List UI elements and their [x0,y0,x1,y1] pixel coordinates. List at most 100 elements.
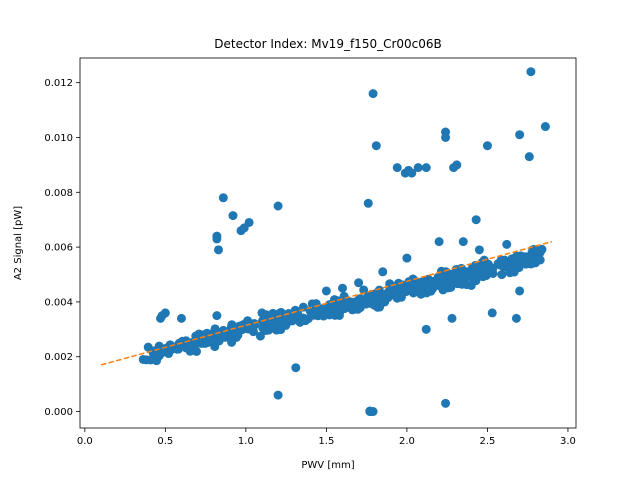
data-point [343,301,353,311]
data-point [212,311,222,321]
x-tick-label: 1.0 [238,436,254,447]
data-point [452,160,462,170]
y-axis-label: A2 Signal [pW] [13,206,24,280]
data-point [138,354,148,364]
data-point [479,261,489,271]
data-point [228,211,238,221]
data-point [255,331,265,341]
data-point [478,272,488,282]
points-layer [138,67,550,417]
data-point [394,291,404,301]
x-axis-label: PWV [mm] [301,460,354,471]
data-point [319,309,329,319]
data-point [354,278,364,288]
data-point [351,300,361,310]
x-tick-label: 0.0 [77,436,93,447]
data-point [407,168,417,178]
data-point [434,237,444,247]
data-point [466,280,476,290]
data-point [447,313,457,323]
data-point [378,267,388,277]
data-point [540,122,550,132]
y-tick-label: 0.012 [44,78,73,89]
data-point [266,315,276,325]
data-point [246,321,256,331]
x-tick-label: 2.0 [399,436,415,447]
fit-layer [100,240,553,366]
data-point [441,132,451,142]
y-tick-label: 0.002 [44,352,73,363]
data-point [227,320,237,330]
x-axis-ticks: 0.0 0.5 1.0 1.5 2.0 2.5 3.0 [77,428,576,447]
data-point [444,274,454,284]
data-point [233,328,243,338]
data-point [471,215,481,225]
data-point [312,308,322,318]
data-point [413,163,423,173]
data-point [474,245,484,255]
data-point [273,201,283,211]
y-tick-label: 0.008 [44,188,73,199]
data-point [333,308,343,318]
data-point [451,264,461,274]
data-point [218,193,228,203]
data-point [174,344,184,354]
data-point [511,313,521,323]
data-point [505,268,515,278]
data-point [321,286,331,296]
data-point [497,270,507,280]
x-tick-label: 0.5 [157,436,173,447]
data-point [149,346,159,356]
data-point [515,257,525,267]
data-point [525,253,535,263]
data-point [402,253,412,263]
data-point [487,308,497,318]
y-tick-label: 0.010 [44,133,73,144]
data-point [524,152,534,162]
y-tick-label: 0.000 [44,407,73,418]
data-point [337,283,347,293]
data-point [375,290,385,300]
chart-title: Detector Index: Mv19_f150_Cr00c06B [214,37,442,51]
data-point [176,313,186,323]
plot-frame [79,57,577,429]
data-point [257,308,267,318]
data-point [441,398,451,408]
data-point [359,285,369,295]
data-point [298,302,308,312]
y-tick-label: 0.004 [44,297,73,308]
data-point [392,163,402,173]
data-point [482,141,492,151]
fit-line [100,240,553,366]
data-point [430,278,440,288]
data-point [530,245,540,255]
data-point [258,323,268,333]
data-point [273,321,283,331]
data-point [515,130,525,140]
data-point [152,356,162,366]
data-point [382,288,392,298]
data-point [468,265,478,275]
data-point [368,89,378,99]
data-point [295,317,305,327]
data-point [537,244,547,254]
y-axis-ticks: 0.000 0.002 0.004 0.006 0.008 0.010 0.012 [44,78,80,418]
data-point [502,239,512,249]
data-point [244,217,254,227]
data-point [499,256,509,266]
data-point [458,237,468,247]
data-point [421,324,431,334]
data-point [157,348,167,358]
data-point [363,198,373,208]
data-point [218,330,228,340]
data-point [207,335,217,345]
data-point [535,255,545,265]
data-point [160,308,170,318]
data-point [273,390,283,400]
x-tick-label: 2.5 [479,436,495,447]
plot-area [80,58,576,428]
data-point [291,363,301,373]
data-point [213,245,223,255]
x-tick-label: 3.0 [560,436,576,447]
